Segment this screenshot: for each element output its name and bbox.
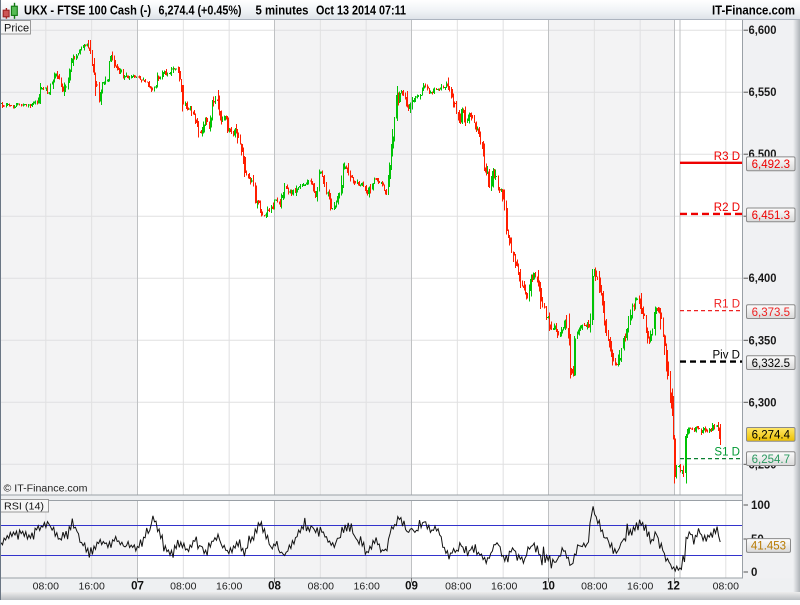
svg-text:0: 0 [751, 567, 757, 579]
svg-text:08:00: 08:00 [170, 581, 196, 593]
svg-text:08: 08 [268, 581, 281, 593]
svg-text:16:00: 16:00 [354, 581, 380, 593]
svg-text:07: 07 [131, 581, 144, 593]
svg-text:16:00: 16:00 [216, 581, 242, 593]
svg-text:R1 D: R1 D [714, 299, 740, 311]
svg-text:08:00: 08:00 [445, 581, 471, 593]
svg-text:Piv D: Piv D [713, 350, 740, 362]
svg-text:IT-Finance.com: IT-Finance.com [712, 4, 795, 18]
svg-text:16:00: 16:00 [491, 581, 517, 593]
svg-text:6,274.4 (+0.45%): 6,274.4 (+0.45%) [159, 4, 242, 18]
svg-text:100: 100 [751, 500, 770, 512]
svg-text:© IT-Finance.com: © IT-Finance.com [4, 484, 88, 495]
svg-text:Price: Price [4, 23, 29, 35]
svg-text:Oct 13 2014 07:11: Oct 13 2014 07:11 [316, 4, 406, 18]
svg-text:UKX - FTSE 100 Cash (-): UKX - FTSE 100 Cash (-) [24, 4, 151, 18]
svg-text:6,274.4: 6,274.4 [752, 430, 791, 442]
svg-text:6,600: 6,600 [749, 23, 777, 37]
svg-text:R2 D: R2 D [714, 202, 740, 214]
svg-text:6,300: 6,300 [749, 395, 777, 409]
svg-text:09: 09 [405, 581, 418, 593]
svg-text:41.453: 41.453 [751, 541, 786, 553]
svg-text:6,350: 6,350 [749, 333, 777, 347]
svg-text:RSI (14): RSI (14) [4, 502, 44, 513]
svg-text:6,373.5: 6,373.5 [752, 307, 790, 319]
svg-text:08:00: 08:00 [308, 581, 334, 593]
svg-text:10: 10 [542, 581, 555, 593]
svg-text:S1 D: S1 D [714, 447, 740, 459]
svg-text:08:00: 08:00 [33, 581, 59, 593]
svg-text:08:00: 08:00 [713, 581, 739, 593]
svg-text:6,550: 6,550 [749, 85, 777, 99]
svg-text:6,254.7: 6,254.7 [752, 454, 790, 466]
svg-text:16:00: 16:00 [79, 581, 105, 593]
svg-text:5 minutes: 5 minutes [256, 4, 309, 18]
svg-text:6,400: 6,400 [749, 271, 777, 285]
svg-text:08:00: 08:00 [581, 581, 607, 593]
svg-text:16:00: 16:00 [627, 581, 653, 593]
svg-text:R3 D: R3 D [714, 151, 740, 163]
svg-text:6,451.3: 6,451.3 [752, 210, 790, 222]
svg-text:12: 12 [667, 581, 680, 593]
svg-text:6,332.5: 6,332.5 [752, 358, 790, 370]
svg-text:6,492.3: 6,492.3 [752, 159, 790, 171]
